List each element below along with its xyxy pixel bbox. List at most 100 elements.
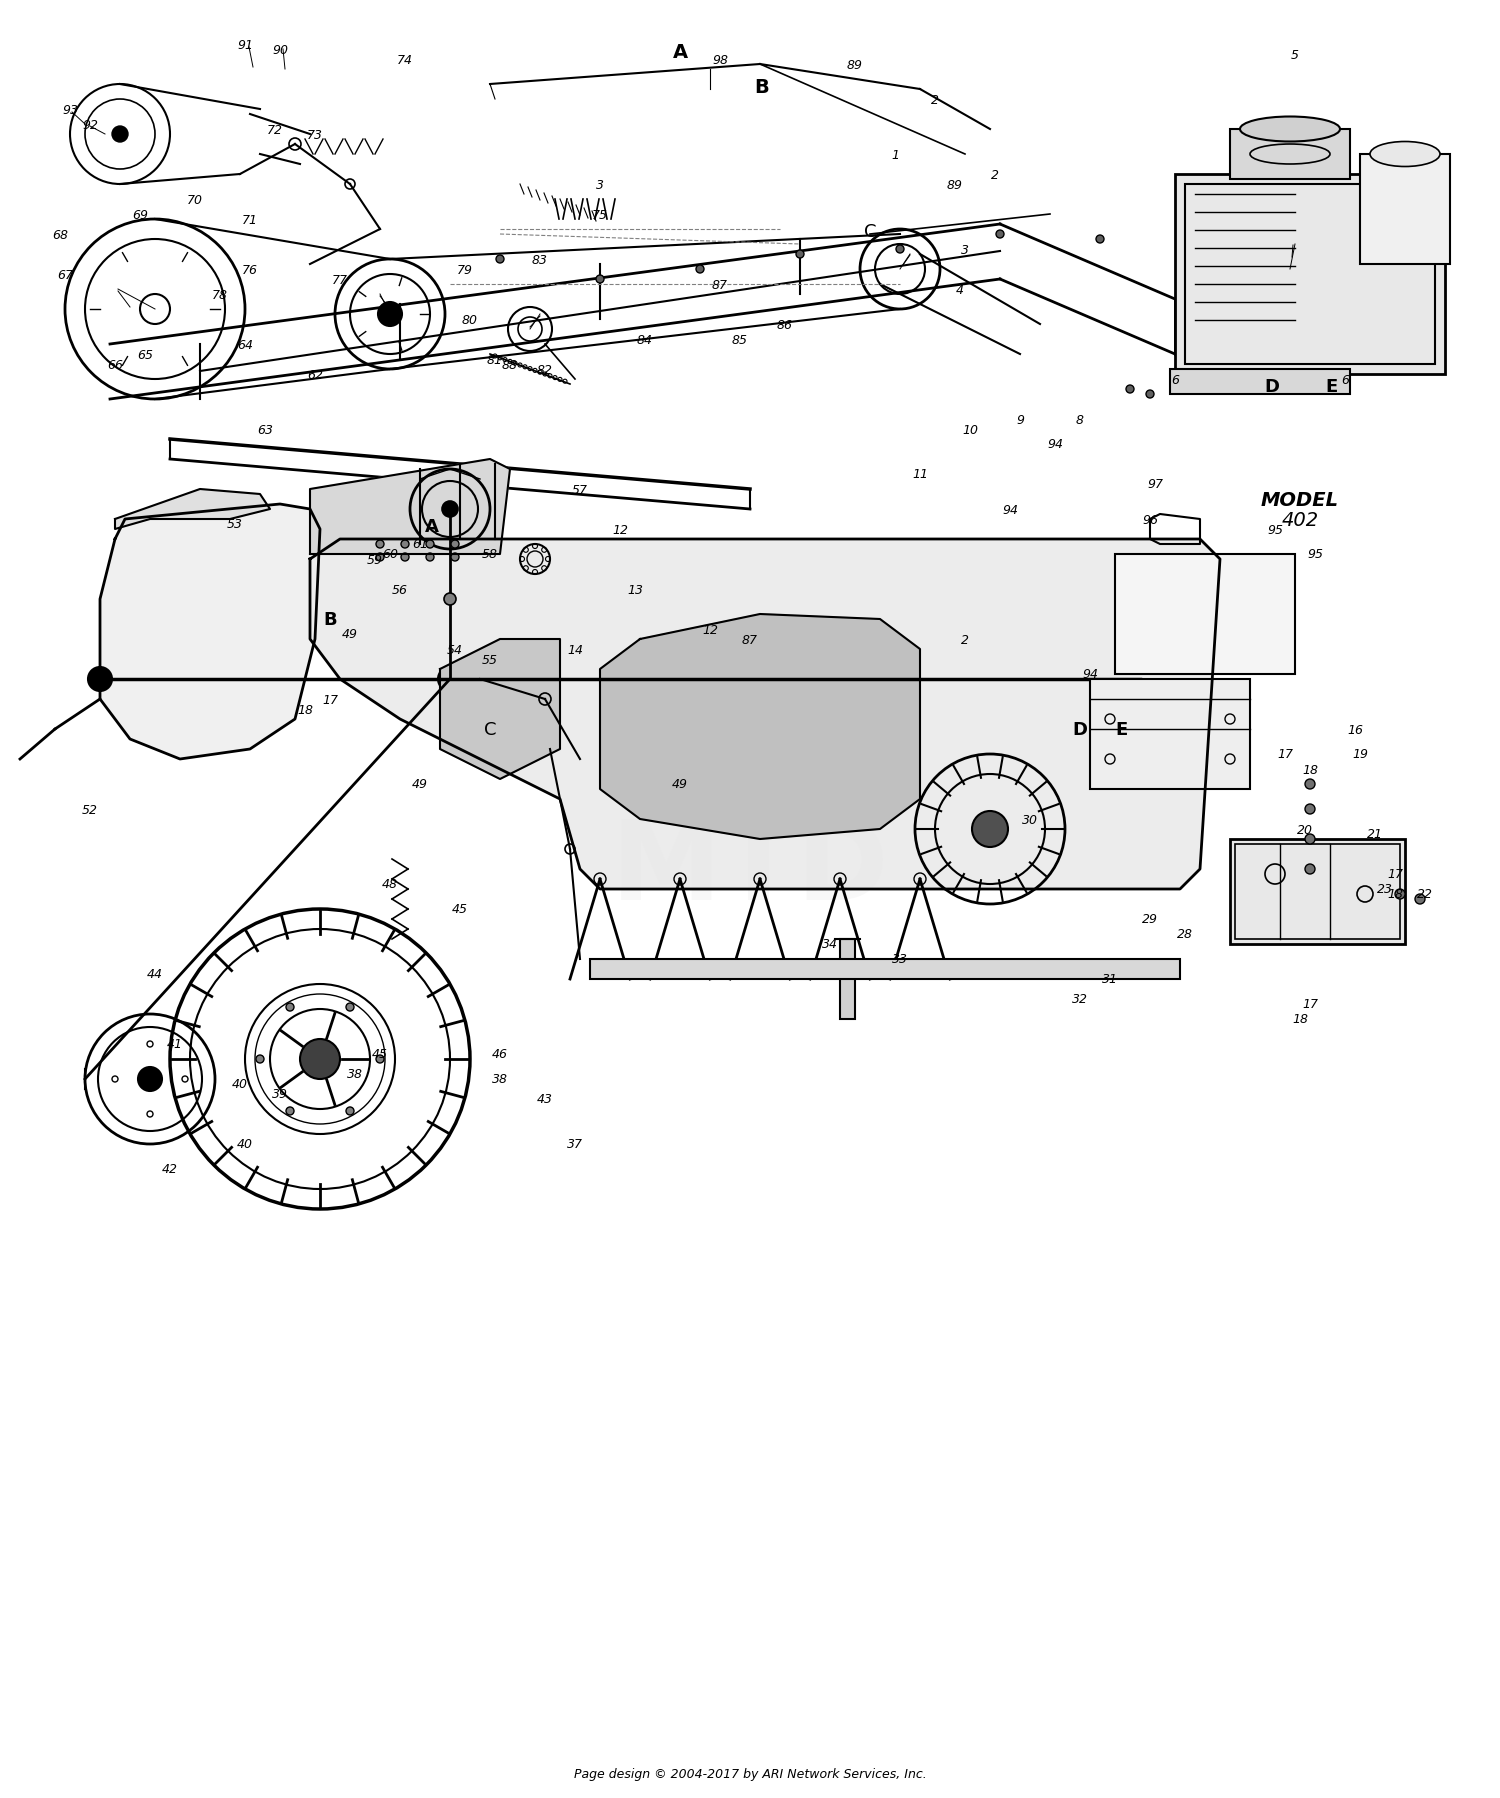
Text: 38: 38 [346,1068,363,1081]
Bar [1170,370,1350,396]
Text: 17: 17 [1276,748,1293,761]
Text: 45: 45 [452,903,468,915]
Circle shape [896,246,904,254]
Text: 3: 3 [596,178,604,191]
Text: 29: 29 [1142,913,1158,926]
Text: B: B [322,611,338,629]
Text: 31: 31 [1102,973,1118,985]
Circle shape [112,128,128,142]
Text: 55: 55 [482,653,498,665]
Circle shape [1146,390,1154,399]
Text: 94: 94 [1047,439,1064,451]
Circle shape [1096,236,1104,245]
Text: 81: 81 [488,352,502,367]
Circle shape [286,1108,294,1115]
Text: 38: 38 [492,1073,508,1086]
Circle shape [376,541,384,548]
Circle shape [796,252,804,259]
Text: 89: 89 [847,59,862,72]
Bar [1174,174,1444,374]
Text: MODEL: MODEL [1262,491,1340,509]
Text: 5: 5 [1292,49,1299,61]
Text: 78: 78 [211,288,228,302]
Text: 75: 75 [592,209,608,221]
Circle shape [346,1003,354,1012]
Text: 72: 72 [267,124,284,137]
Text: 98: 98 [712,54,728,67]
Ellipse shape [1370,142,1440,167]
Text: 8: 8 [1076,414,1084,426]
Circle shape [972,811,1008,847]
Polygon shape [310,460,510,556]
Text: 65: 65 [136,349,153,361]
Text: 82: 82 [537,363,554,376]
Circle shape [596,275,604,284]
Text: 87: 87 [712,279,728,291]
Circle shape [452,554,459,561]
Text: 3: 3 [962,243,969,257]
Circle shape [138,1068,162,1091]
Text: A: A [424,518,439,536]
Bar [1230,840,1406,944]
Text: 66: 66 [106,358,123,372]
Text: 17: 17 [1302,998,1318,1010]
Text: 18: 18 [1292,1012,1308,1027]
Text: A: A [672,43,687,61]
Text: 73: 73 [308,128,322,142]
Circle shape [378,302,402,327]
Text: 2: 2 [962,633,969,645]
Circle shape [1305,865,1316,874]
Text: 70: 70 [188,194,202,207]
Text: 86: 86 [777,318,794,331]
Text: 41: 41 [166,1037,183,1050]
Text: 33: 33 [892,953,908,966]
Text: 10: 10 [962,423,978,437]
Text: 53: 53 [226,518,243,530]
Text: 91: 91 [237,38,254,52]
Text: 69: 69 [132,209,148,221]
Text: 87: 87 [742,633,758,645]
Circle shape [88,667,112,692]
Text: MTD: MTD [610,816,890,922]
Circle shape [400,554,410,561]
Circle shape [426,541,433,548]
Text: 1: 1 [891,149,898,162]
Text: 92: 92 [82,119,98,131]
Polygon shape [100,505,320,759]
Circle shape [256,1055,264,1063]
Text: 67: 67 [57,268,74,280]
Text: Page design © 2004-2017 by ARI Network Services, Inc.: Page design © 2004-2017 by ARI Network S… [573,1767,927,1780]
Bar [840,940,855,1019]
Text: 58: 58 [482,548,498,561]
Circle shape [376,554,384,561]
Text: 11: 11 [912,467,928,482]
Text: 94: 94 [1082,669,1098,681]
Text: 49: 49 [672,779,688,791]
Text: 20: 20 [1298,823,1312,836]
Bar [1114,556,1294,674]
Text: 49: 49 [342,628,358,642]
Circle shape [376,1055,384,1063]
Text: 79: 79 [458,263,472,277]
Text: 88: 88 [503,358,518,372]
Text: 42: 42 [162,1163,178,1176]
Text: 44: 44 [147,967,164,982]
Bar [1090,680,1250,789]
Text: 43: 43 [537,1093,554,1106]
Bar [1360,155,1450,264]
Text: 48: 48 [382,877,398,892]
Text: 68: 68 [53,228,68,241]
Text: D: D [1264,378,1280,396]
Text: 97: 97 [1148,478,1162,491]
Text: 52: 52 [82,804,98,816]
Text: 9: 9 [1016,414,1025,426]
Text: B: B [754,77,770,97]
Text: 45: 45 [372,1048,388,1061]
Text: 39: 39 [272,1088,288,1100]
Text: 6: 6 [1172,374,1179,387]
Polygon shape [600,615,920,840]
Circle shape [1305,834,1316,845]
Circle shape [696,266,703,273]
Text: 12: 12 [612,523,628,536]
Circle shape [426,554,433,561]
